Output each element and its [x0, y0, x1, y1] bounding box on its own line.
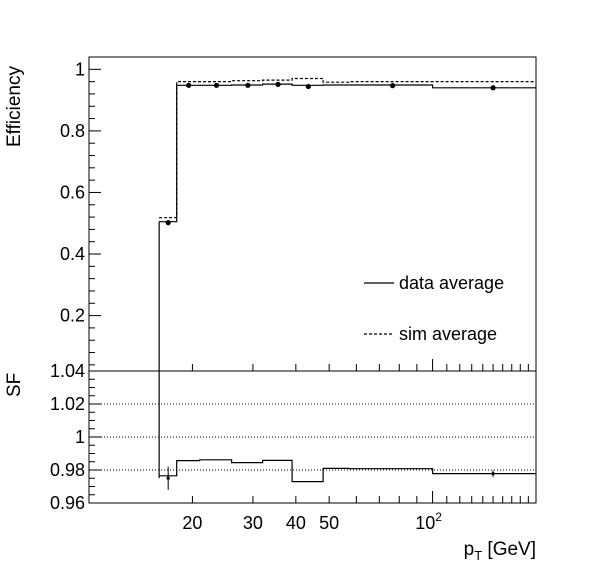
legend-label-sim-average: sim average	[399, 324, 497, 344]
efficiency-data-point	[390, 83, 396, 89]
ratio-y-tick-label: 0.98	[50, 460, 85, 480]
scale-factor-line	[159, 459, 536, 483]
sim-average-line	[159, 77, 536, 219]
efficiency-data-points	[165, 81, 496, 226]
ratio-frame	[88, 370, 537, 504]
ratio-panel: 0.96 0.98 1 1.02 1.04 20 30 40 50 102 SF pT [GeV]	[4, 361, 537, 563]
ratio-axis-ticks: 0.96 0.98 1 1.02 1.04 20 30 40 50 102	[50, 361, 537, 533]
efficiency-panel: 0.2 0.4 0.6 0.8 1 Efficiency data average si…	[4, 56, 537, 478]
efficiency-y-tick-label: 1	[75, 59, 85, 79]
x-axis-label-main: p	[464, 539, 475, 560]
x-tick-label: 40	[286, 513, 306, 533]
x-tick-label: 30	[243, 513, 263, 533]
x-tick-label: 102	[415, 510, 442, 533]
efficiency-y-tick-label: 0.6	[60, 182, 85, 202]
efficiency-data-point	[245, 82, 251, 88]
efficiency-data-point	[186, 82, 192, 88]
x-tick-label: 20	[182, 513, 202, 533]
efficiency-data-point	[305, 83, 311, 90]
legend-label-data-average: data average	[399, 273, 504, 293]
ratio-gridlines	[89, 403, 536, 471]
x-tick-label-exponent: 2	[435, 510, 442, 524]
ratio-y-tick-label: 1	[75, 427, 85, 447]
x-axis-label-unit: [GeV]	[482, 539, 536, 560]
efficiency-y-tick-label: 0.8	[60, 121, 85, 141]
legend: data average sim average	[364, 273, 504, 344]
efficiency-data-point	[490, 85, 496, 91]
x-tick-label: 50	[319, 513, 339, 533]
ratio-data-point	[166, 476, 170, 480]
efficiency-data-point	[275, 81, 281, 87]
ratio-y-tick-label: 1.02	[50, 394, 85, 414]
efficiency-data-point	[213, 82, 220, 88]
ratio-y-tick-label: 1.04	[50, 361, 85, 381]
efficiency-y-tick-label: 0.2	[60, 306, 85, 326]
x-axis-label-subscript: T	[474, 548, 482, 563]
x-tick-label-base: 10	[415, 513, 435, 533]
ratio-y-tick-label: 0.96	[50, 493, 85, 513]
ratio-data-point	[491, 472, 495, 476]
ratio-data-points	[166, 466, 495, 490]
efficiency-y-axis-label: Efficiency	[4, 66, 25, 147]
x-axis-label: pT [GeV]	[464, 539, 536, 563]
ratio-y-axis-label: SF	[4, 373, 25, 397]
efficiency-y-tick-label: 0.4	[60, 244, 85, 264]
data-average-line	[159, 83, 536, 223]
efficiency-axis-ticks: 0.2 0.4 0.6 0.8 1	[60, 56, 537, 371]
efficiency-data-point	[165, 220, 171, 226]
ratio-histogram	[159, 459, 536, 483]
